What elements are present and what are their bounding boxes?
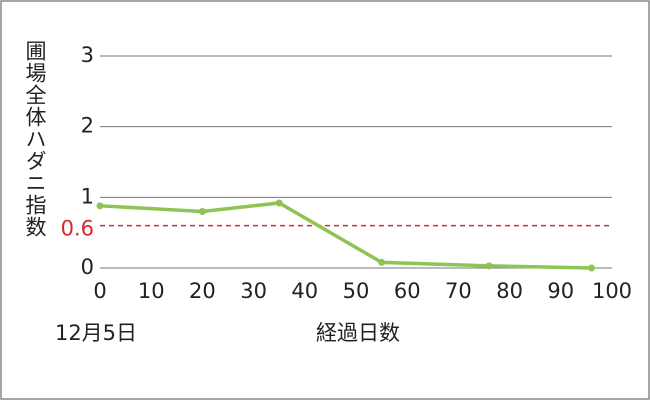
data-point <box>485 262 493 270</box>
x-tick-label: 100 <box>592 279 632 303</box>
y-tick-label: 0 <box>81 255 94 279</box>
x-tick-label: 70 <box>445 279 472 303</box>
x-tick-label: 30 <box>240 279 267 303</box>
reference-label: 0.6 <box>61 217 94 241</box>
data-point <box>96 202 104 210</box>
annotation: 12月5日 <box>55 321 137 345</box>
x-tick-label: 90 <box>547 279 574 303</box>
data-point <box>378 258 386 266</box>
x-tick-label: 10 <box>138 279 165 303</box>
series-line <box>99 201 592 270</box>
y-tick-label: 2 <box>81 114 94 138</box>
x-tick-label: 0 <box>93 279 106 303</box>
data-point <box>588 264 596 272</box>
x-tick-label: 20 <box>189 279 216 303</box>
y-axis-label: 圃場全体ハダニ指数 <box>23 40 47 238</box>
y-tick-label: 1 <box>81 184 94 208</box>
x-axis-label: 経過日数 <box>316 321 400 345</box>
x-tick-label: 40 <box>291 279 318 303</box>
data-point <box>275 199 283 207</box>
data-point <box>198 207 206 215</box>
x-tick-label: 60 <box>394 279 421 303</box>
x-tick-label: 80 <box>496 279 523 303</box>
y-tick-label: 3 <box>81 43 94 67</box>
x-tick-label: 50 <box>343 279 370 303</box>
